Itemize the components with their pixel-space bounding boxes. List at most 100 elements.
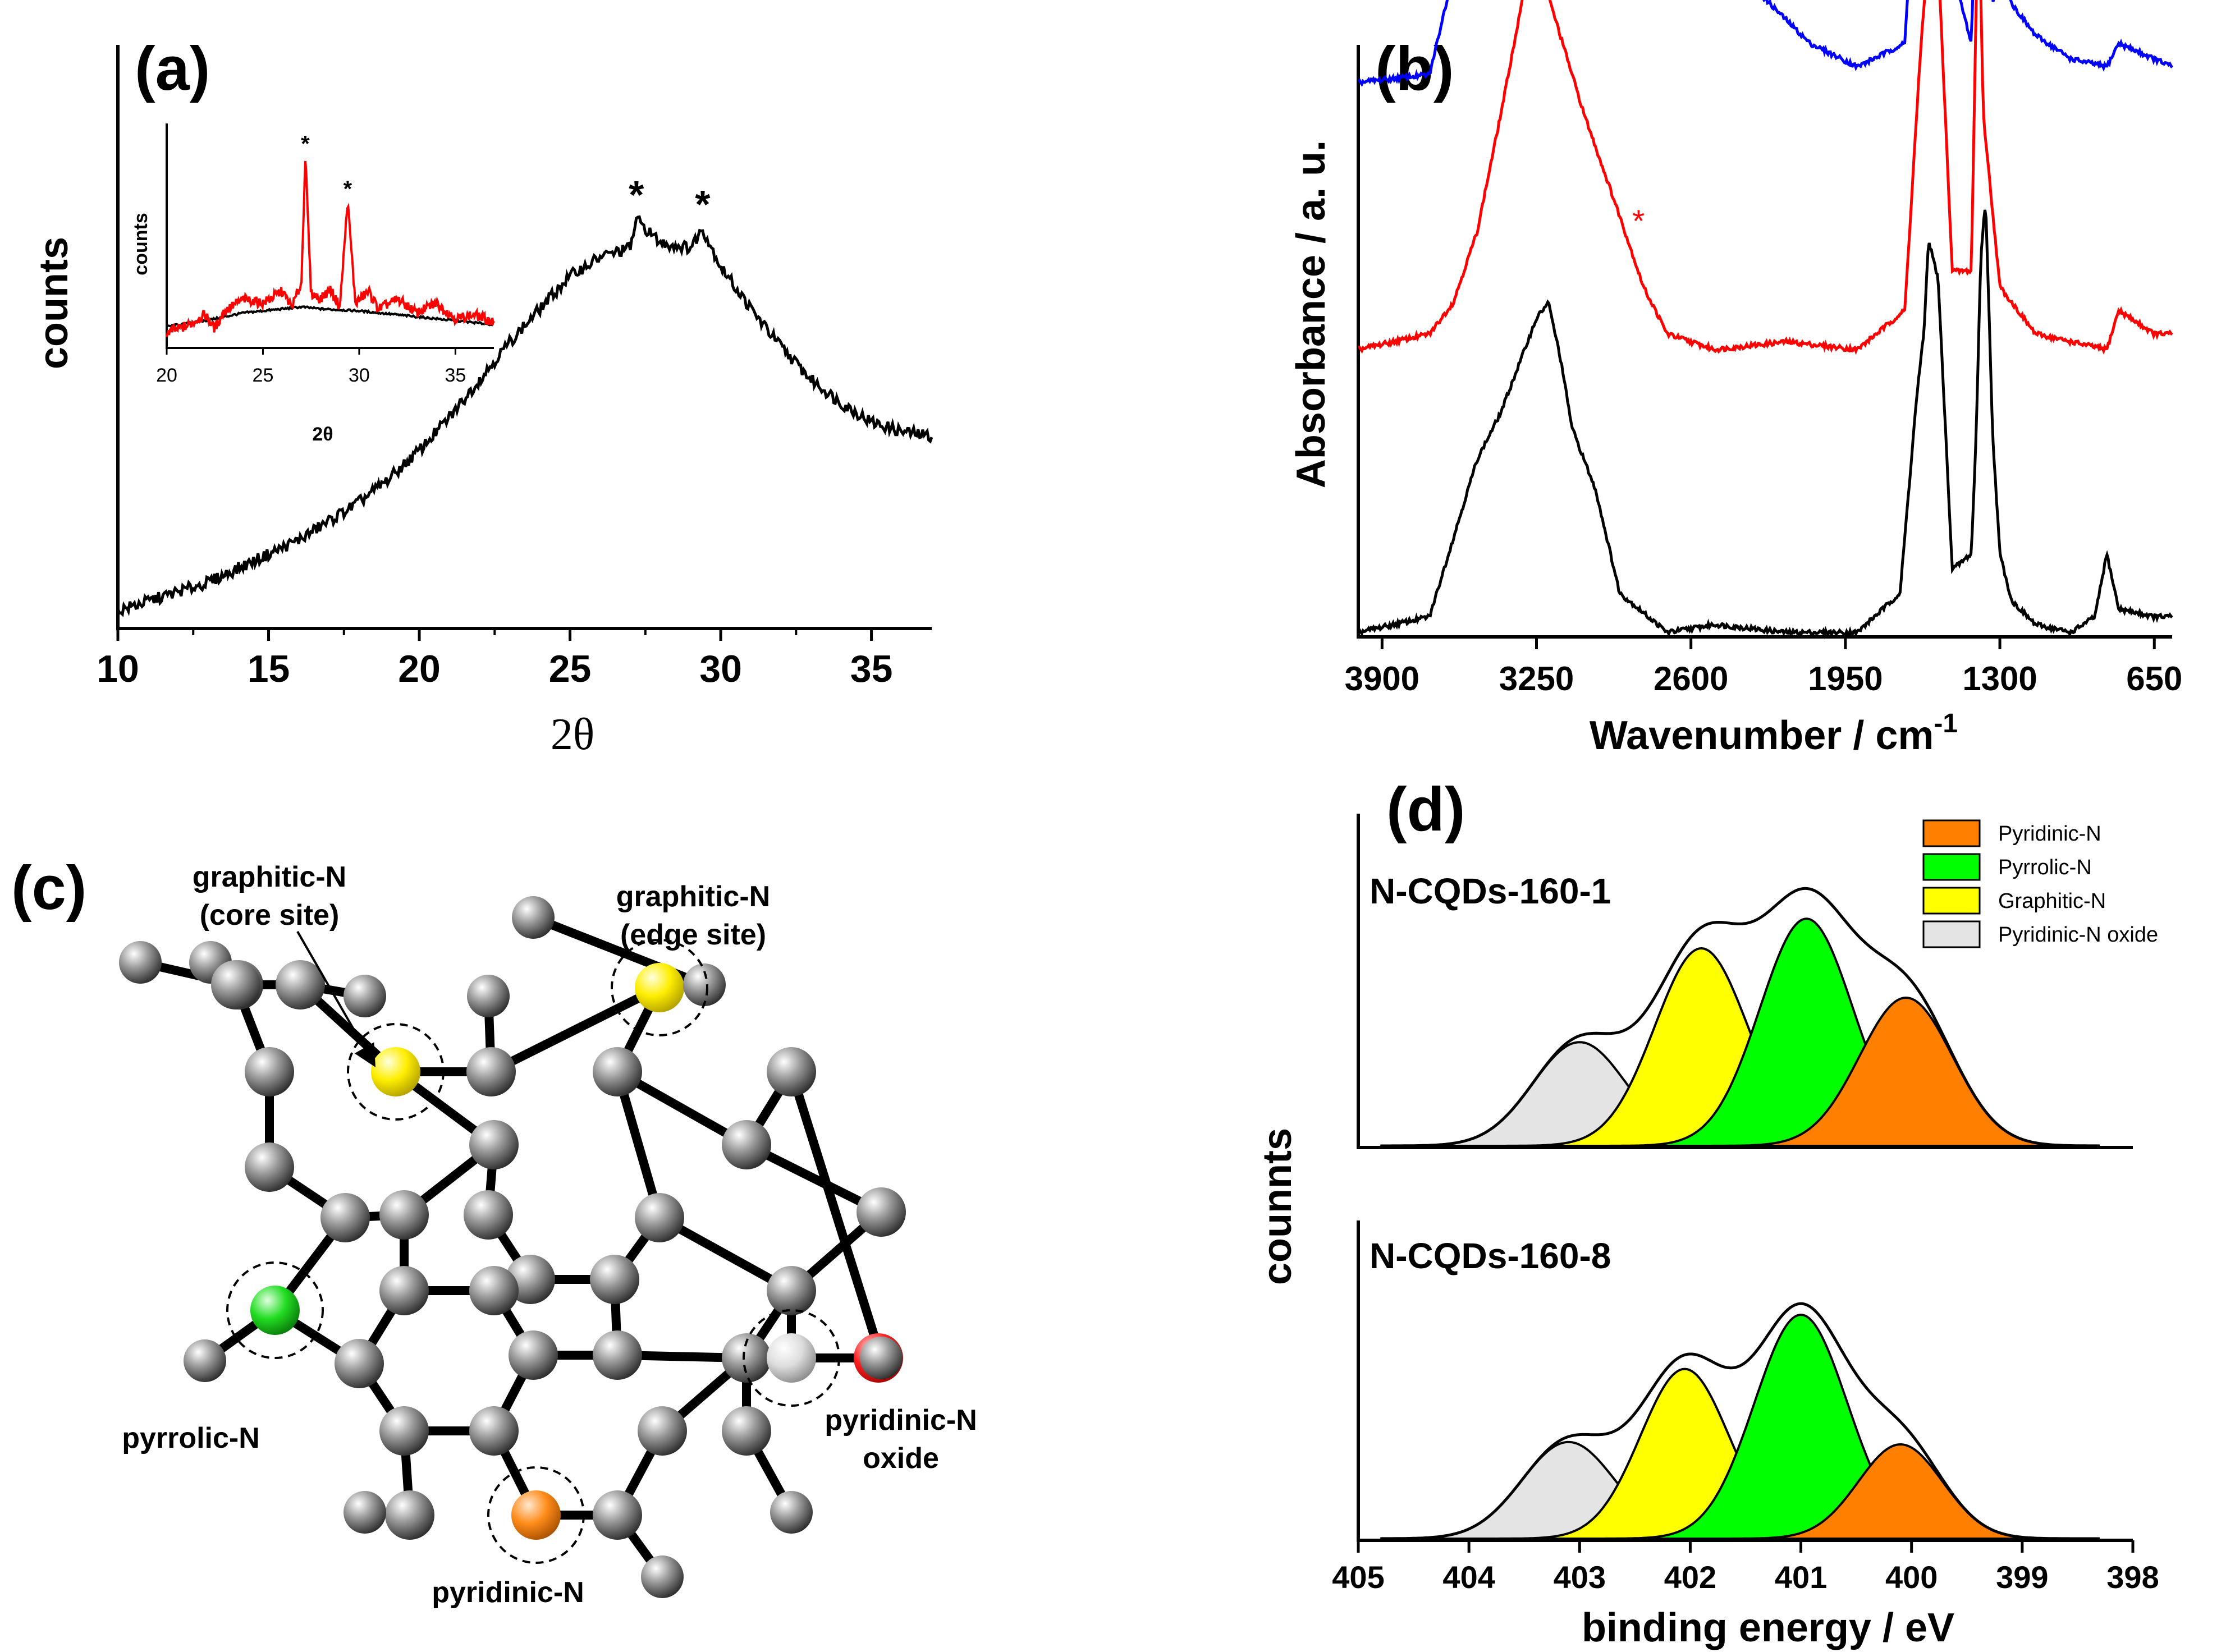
panel-d-xtick-label: 398 bbox=[2106, 1559, 2159, 1595]
carbon-atom bbox=[379, 1406, 429, 1456]
bond bbox=[742, 1140, 886, 1217]
bond bbox=[655, 1213, 796, 1295]
panel-b-label: (b) bbox=[1375, 34, 1454, 103]
panel-d-xlabel: binding energy / eV bbox=[1582, 1605, 1954, 1650]
panel-b-xlabel-main: Wavenumber / cm bbox=[1590, 713, 1934, 758]
carbon-atom bbox=[638, 1406, 687, 1456]
bond bbox=[787, 1067, 886, 1362]
panel-b-xlabel-sup: -1 bbox=[1934, 709, 1958, 738]
panel-d-xtick-label: 399 bbox=[1996, 1559, 2048, 1595]
panel-a-label: (a) bbox=[135, 34, 210, 103]
panel-a-xtick-label: 30 bbox=[699, 648, 742, 690]
carbon-atom bbox=[320, 1193, 370, 1242]
panel-d-xtick-label: 402 bbox=[1664, 1559, 1716, 1595]
panel-d-xtick-label: 405 bbox=[1332, 1559, 1384, 1595]
legend-label-pyridinic-oxide: Pyridinic-N oxide bbox=[1998, 923, 2158, 947]
panel-d-envelope bbox=[1380, 887, 2100, 1148]
label-pyridinic-oxide-1: pyridinic-N bbox=[825, 1404, 977, 1437]
panel-b-xtick-label: 3900 bbox=[1345, 660, 1419, 697]
carbon-atom bbox=[469, 1406, 519, 1456]
subplot-title-2: N-CQDs-160-8 bbox=[1370, 1236, 1611, 1276]
panel-d-label: (d) bbox=[1386, 775, 1465, 844]
carbon-atom bbox=[464, 1190, 513, 1240]
carbon-atom bbox=[860, 1337, 903, 1379]
panel-c: (c) graphitic-N (core site) graphitic-N … bbox=[11, 853, 977, 1609]
inset-ylabel: counts bbox=[130, 213, 152, 275]
graphitic-n-core-atom bbox=[371, 1047, 420, 1096]
inset-xtick-label: 25 bbox=[253, 365, 274, 386]
bond bbox=[613, 1067, 751, 1149]
panel-b: (b) Absorbance / a. u. Wavenumber / cm-1… bbox=[1289, 0, 2182, 758]
panel-d-component-pyrrolic-n bbox=[1380, 1314, 2100, 1540]
panel-a-xtick-label: 35 bbox=[850, 648, 893, 690]
panel-b-xtick-label: 650 bbox=[2126, 660, 2182, 697]
panel-a-series-line bbox=[116, 215, 933, 617]
carbon-atom bbox=[767, 1047, 816, 1096]
carbon-atom bbox=[184, 1339, 226, 1382]
carbon-atom bbox=[857, 1187, 906, 1237]
inset-peak-marker: * bbox=[344, 177, 352, 201]
carbon-atom bbox=[344, 975, 386, 1017]
label-pyrrolic: pyrrolic-N bbox=[122, 1422, 260, 1454]
legend: Pyridinic-N Pyrrolic-N Graphitic-N Pyrid… bbox=[1922, 819, 2158, 948]
label-graphitic-core-1: graphitic-N bbox=[193, 861, 346, 893]
inset-xtick-label: 20 bbox=[156, 365, 177, 386]
panel-a-peak-marker: * bbox=[629, 173, 644, 217]
carbon-atom bbox=[119, 941, 162, 984]
panel-a-plot: 10 15 20 25 30 35 * * bbox=[97, 45, 933, 690]
carbon-atom bbox=[683, 963, 726, 1006]
panel-b-peak-marker: * bbox=[1632, 203, 1645, 238]
panel-c-label: (c) bbox=[11, 853, 86, 923]
carbon-atom bbox=[385, 1490, 434, 1540]
carbon-atom bbox=[379, 1190, 429, 1240]
panel-b-xtick-label: 3250 bbox=[1499, 660, 1574, 697]
legend-swatch-pyridinic-oxide bbox=[1922, 920, 1981, 948]
panel-d-ylabel: counnts bbox=[1255, 1128, 1300, 1285]
highlight-ring bbox=[226, 1261, 324, 1359]
carbon-atom bbox=[770, 1491, 813, 1534]
panel-d-envelope bbox=[1380, 1302, 2100, 1540]
bond bbox=[613, 1067, 664, 1222]
panel-a-peak-marker: * bbox=[695, 182, 711, 226]
nitrogen-doped-graphene-structure bbox=[119, 896, 906, 1598]
panel-b-axes bbox=[1357, 45, 2172, 639]
legend-swatch-pyridinic bbox=[1922, 819, 1981, 847]
panel-b-series-blue bbox=[1358, 0, 2174, 88]
panel-b-xtick-label: 2600 bbox=[1654, 660, 1728, 697]
panel-b-xlabel: Wavenumber / cm-1 bbox=[1590, 709, 1958, 758]
carbon-atom bbox=[641, 1555, 684, 1598]
panel-a-xlabel: 2θ bbox=[551, 710, 594, 759]
carbon-atom bbox=[722, 1120, 771, 1169]
carbon-atom bbox=[767, 1266, 816, 1315]
panel-b-ylabel: Absorbance / a. u. bbox=[1289, 140, 1334, 488]
panel-a: (a) counts 2θ 10 15 20 25 30 35 * * counts 2θ 2… bbox=[31, 34, 933, 759]
pyrrolic-n-atom bbox=[250, 1286, 300, 1335]
highlight-ring bbox=[487, 1466, 585, 1564]
panel-d-xtick-label: 400 bbox=[1885, 1559, 1938, 1595]
legend-label-pyrrolic: Pyrrolic-N bbox=[1998, 856, 2092, 879]
inset-peak-marker: * bbox=[301, 132, 310, 157]
core-site-arrow bbox=[296, 931, 375, 1067]
carbon-atom bbox=[512, 896, 555, 939]
pyridinic-n-oxide-atom bbox=[767, 1333, 816, 1383]
carbon-atom bbox=[466, 1047, 516, 1096]
inset-xtick-label: 35 bbox=[445, 365, 466, 386]
panel-d-xtick-label: 401 bbox=[1775, 1559, 1827, 1595]
structure-labels: graphitic-N (core site) graphitic-N (edg… bbox=[122, 861, 977, 1609]
carbon-atom bbox=[276, 960, 325, 1009]
carbon-atom bbox=[469, 1266, 519, 1315]
panel-a-xtick-label: 10 bbox=[97, 648, 139, 690]
carbon-atom bbox=[590, 1255, 639, 1304]
panel-a-inset: counts 2θ 20 25 30 35 * * bbox=[130, 123, 495, 445]
highlight-ring bbox=[347, 1023, 445, 1121]
graphitic-n-edge-atom bbox=[635, 963, 684, 1012]
carbon-atom bbox=[335, 1339, 384, 1388]
inset-xlabel: 2θ bbox=[312, 424, 333, 445]
legend-swatch-pyrrolic bbox=[1922, 853, 1981, 881]
inset-series-red bbox=[166, 160, 495, 337]
panel-a-xtick-label: 15 bbox=[248, 648, 290, 690]
panel-a-xtick-label: 20 bbox=[398, 648, 441, 690]
panel-b-xtick-label: 1950 bbox=[1808, 660, 1883, 697]
carbon-atom bbox=[593, 1047, 642, 1096]
panel-a-ylabel: counts bbox=[31, 237, 76, 369]
